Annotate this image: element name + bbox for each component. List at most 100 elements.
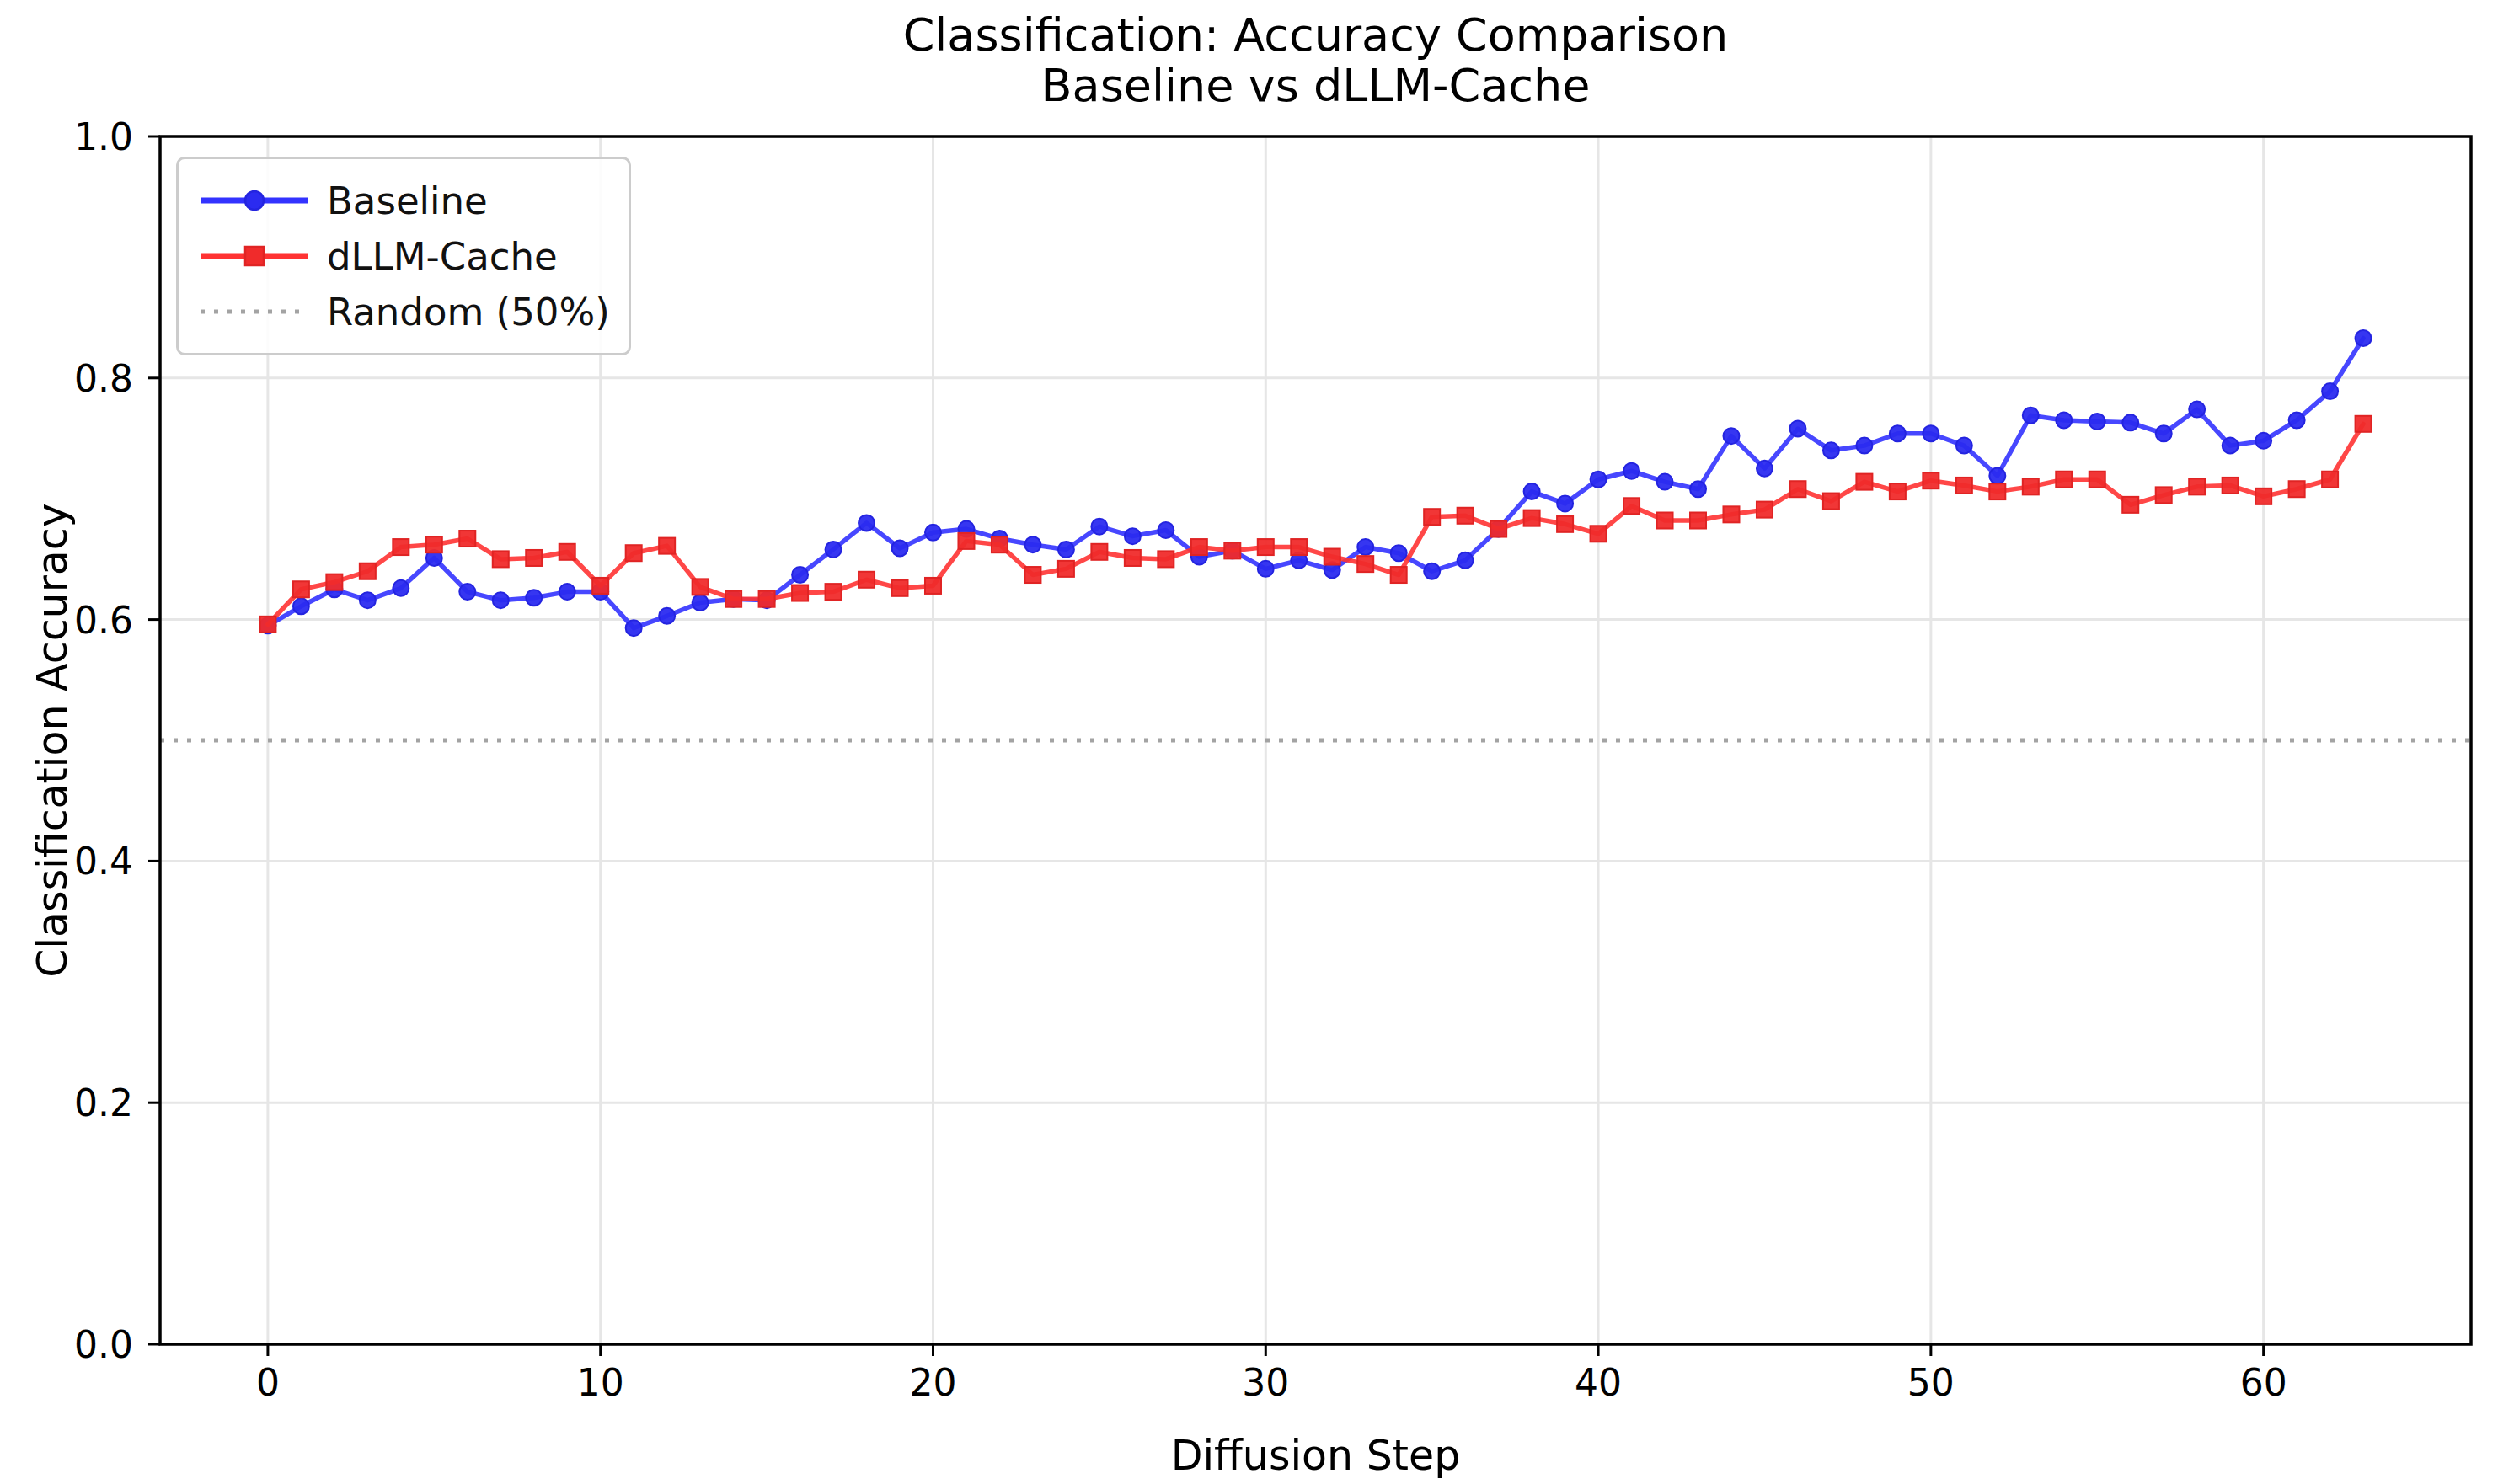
data-point-baseline bbox=[1989, 467, 2005, 483]
data-point-baseline bbox=[1890, 425, 1906, 441]
data-point-dllm-cache bbox=[693, 579, 709, 595]
data-point-dllm-cache bbox=[360, 563, 376, 579]
data-point-dllm-cache bbox=[659, 538, 675, 554]
data-point-baseline bbox=[1823, 442, 1839, 458]
data-point-dllm-cache bbox=[1989, 483, 2005, 499]
data-point-dllm-cache bbox=[1623, 498, 1639, 514]
x-tick-label: 10 bbox=[577, 1361, 624, 1404]
data-point-dllm-cache bbox=[1357, 556, 1373, 572]
data-point-baseline bbox=[1424, 563, 1440, 579]
data-point-baseline bbox=[1591, 472, 1607, 488]
data-point-dllm-cache bbox=[1158, 551, 1174, 567]
data-point-dllm-cache bbox=[1657, 513, 1673, 529]
legend-entry-dllm-cache: dLLM-Cache bbox=[195, 228, 610, 284]
data-point-dllm-cache bbox=[958, 533, 974, 549]
data-point-baseline bbox=[1757, 461, 1773, 477]
data-point-dllm-cache bbox=[2189, 478, 2205, 494]
data-point-dllm-cache bbox=[493, 551, 509, 567]
legend-label-dllm-cache: dLLM-Cache bbox=[327, 234, 558, 279]
data-point-dllm-cache bbox=[259, 617, 275, 633]
data-point-baseline bbox=[2089, 414, 2105, 430]
data-point-baseline bbox=[1524, 483, 1540, 499]
data-point-baseline bbox=[659, 608, 675, 624]
data-point-baseline bbox=[1690, 481, 1706, 497]
data-point-dllm-cache bbox=[1458, 508, 1474, 524]
data-point-baseline bbox=[2023, 408, 2039, 424]
data-point-dllm-cache bbox=[326, 574, 342, 590]
data-point-baseline bbox=[526, 590, 542, 606]
data-point-baseline bbox=[1723, 428, 1739, 444]
data-point-baseline bbox=[2156, 425, 2172, 441]
data-point-baseline bbox=[2322, 383, 2338, 399]
legend: Baseline dLLM-Cache Random (50%) bbox=[176, 157, 631, 355]
data-point-dllm-cache bbox=[1923, 472, 1939, 488]
data-point-dllm-cache bbox=[592, 578, 608, 594]
data-point-dllm-cache bbox=[859, 572, 875, 588]
y-tick-label: 1.0 bbox=[74, 115, 133, 158]
data-point-baseline bbox=[1923, 425, 1939, 441]
data-point-baseline bbox=[2223, 438, 2239, 454]
data-point-dllm-cache bbox=[1091, 544, 1107, 560]
data-point-baseline bbox=[1091, 519, 1107, 535]
y-tick-label: 0.2 bbox=[74, 1081, 133, 1124]
data-point-dllm-cache bbox=[792, 585, 808, 601]
data-point-dllm-cache bbox=[1058, 561, 1074, 577]
data-point-dllm-cache bbox=[2089, 472, 2105, 488]
data-point-baseline bbox=[859, 515, 875, 531]
data-point-baseline bbox=[1623, 463, 1639, 479]
data-point-dllm-cache bbox=[1391, 567, 1407, 583]
data-point-dllm-cache bbox=[1757, 502, 1773, 518]
data-point-baseline bbox=[2289, 412, 2305, 428]
data-point-baseline bbox=[2255, 433, 2271, 449]
data-point-baseline bbox=[693, 595, 709, 611]
data-point-dllm-cache bbox=[2023, 478, 2039, 494]
data-point-dllm-cache bbox=[626, 545, 642, 561]
data-point-dllm-cache bbox=[925, 578, 941, 594]
data-point-baseline bbox=[1856, 438, 1872, 454]
data-point-dllm-cache bbox=[1557, 516, 1573, 532]
data-point-dllm-cache bbox=[293, 581, 309, 597]
data-point-dllm-cache bbox=[759, 591, 775, 607]
x-axis-label: Diffusion Step bbox=[160, 1432, 2471, 1480]
data-point-dllm-cache bbox=[2122, 497, 2138, 513]
data-point-baseline bbox=[1058, 542, 1074, 558]
data-point-baseline bbox=[360, 592, 376, 608]
data-point-baseline bbox=[293, 598, 309, 614]
data-point-dllm-cache bbox=[992, 536, 1008, 552]
data-point-baseline bbox=[925, 525, 941, 541]
data-point-dllm-cache bbox=[1258, 539, 1274, 555]
data-point-baseline bbox=[2056, 412, 2072, 428]
x-tick-label: 30 bbox=[1242, 1361, 1289, 1404]
data-point-dllm-cache bbox=[1224, 542, 1240, 558]
data-point-baseline bbox=[1391, 545, 1407, 561]
data-point-dllm-cache bbox=[892, 580, 908, 596]
data-point-baseline bbox=[2189, 402, 2205, 418]
data-point-baseline bbox=[493, 592, 509, 608]
x-tick-label: 40 bbox=[1575, 1361, 1622, 1404]
data-point-baseline bbox=[1789, 421, 1805, 437]
data-point-dllm-cache bbox=[2255, 488, 2271, 504]
y-tick-label: 0.6 bbox=[74, 599, 133, 642]
data-point-baseline bbox=[1657, 474, 1673, 490]
y-tick-label: 0.0 bbox=[74, 1323, 133, 1366]
y-tick-label: 0.8 bbox=[74, 357, 133, 400]
data-point-dllm-cache bbox=[1191, 539, 1207, 555]
data-point-dllm-cache bbox=[1424, 509, 1440, 525]
data-point-baseline bbox=[1956, 438, 1972, 454]
data-point-dllm-cache bbox=[459, 531, 475, 547]
data-point-baseline bbox=[1557, 495, 1573, 511]
data-point-dllm-cache bbox=[393, 539, 409, 555]
x-tick-label: 60 bbox=[2240, 1361, 2287, 1404]
data-point-dllm-cache bbox=[725, 591, 741, 607]
data-point-baseline bbox=[1258, 561, 1274, 577]
data-point-dllm-cache bbox=[1890, 483, 1906, 499]
data-point-dllm-cache bbox=[1856, 474, 1872, 490]
data-point-dllm-cache bbox=[2056, 472, 2072, 488]
data-point-dllm-cache bbox=[1291, 539, 1307, 555]
data-point-dllm-cache bbox=[1490, 521, 1506, 537]
series-line-dllm-cache bbox=[268, 424, 2363, 624]
data-point-dllm-cache bbox=[2289, 481, 2305, 497]
data-point-baseline bbox=[2356, 330, 2372, 346]
data-point-baseline bbox=[1458, 552, 1474, 569]
data-point-baseline bbox=[1158, 522, 1174, 538]
